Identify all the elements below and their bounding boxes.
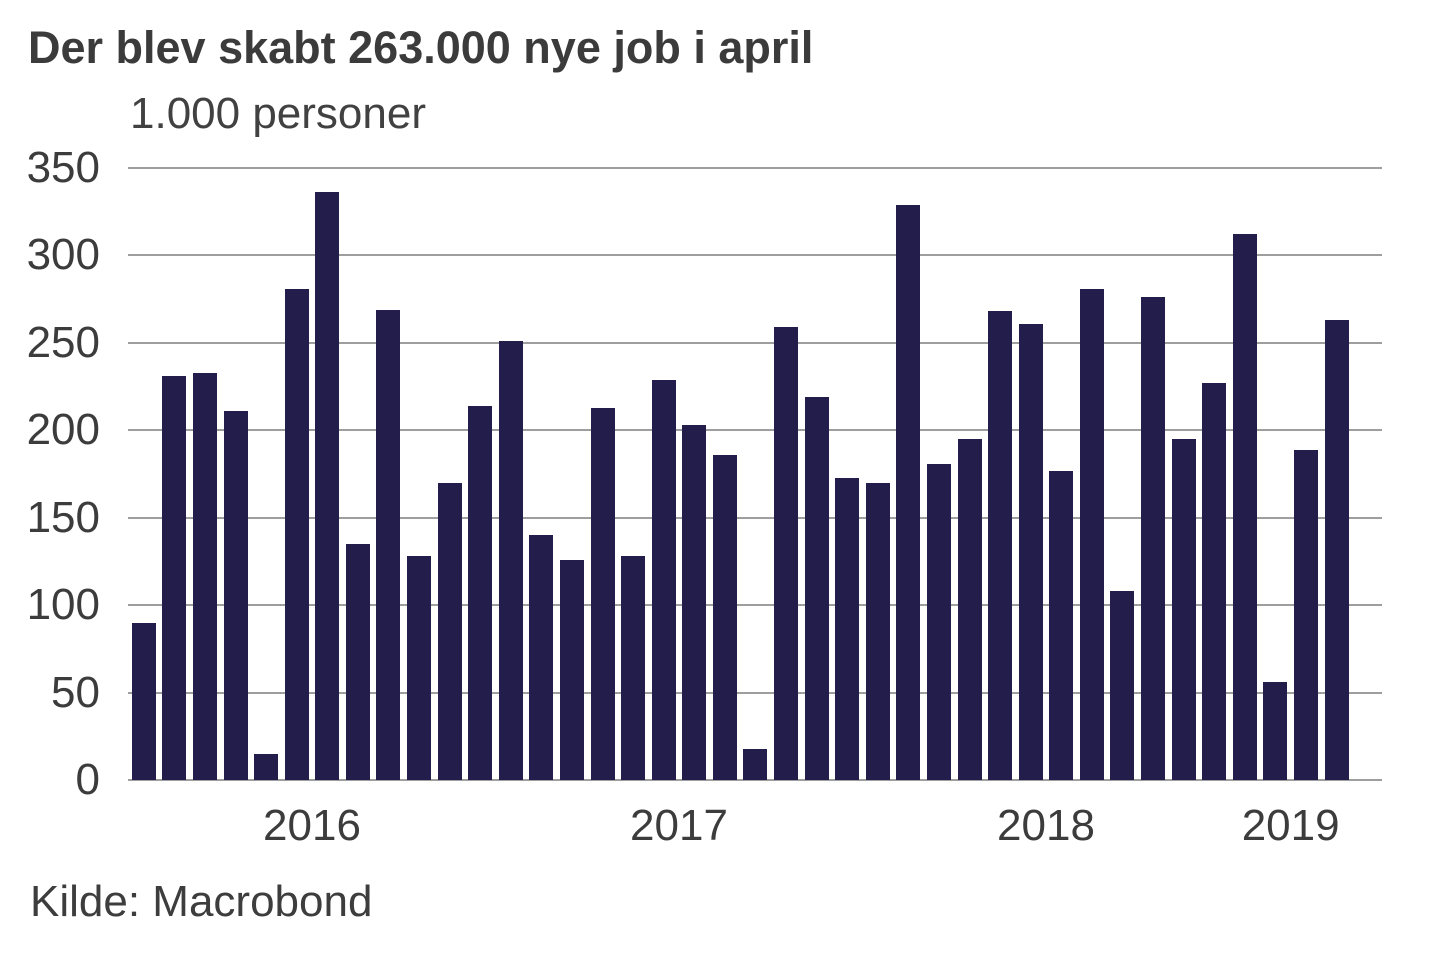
x-tick-label-2017: 2017 [630,801,728,850]
bar-2016-07 [315,192,340,780]
bar-2017-01 [498,341,523,780]
bar-2019-04 [1324,320,1349,780]
plot-area [128,167,1382,781]
bar-2016-09 [376,309,401,780]
bar-2016-03 [192,372,217,780]
bar-2016-12 [468,405,493,780]
bar-2018-04 [957,439,982,780]
bar-2016-05 [254,753,279,780]
x-tick-label-2018: 2018 [997,801,1095,850]
bar-2017-11 [804,397,829,780]
bar-2016-11 [437,482,462,780]
bar-2019-03 [1293,449,1318,780]
gridline-y-250 [128,341,1382,344]
bar-2019-01 [1232,234,1257,780]
bar-2016-06 [284,288,309,780]
bar-2017-03 [559,559,584,780]
bar-2018-05 [988,311,1013,780]
y-axis: 0 50 100 150 200 250 300 350 [0,0,100,960]
bar-2017-02 [529,535,554,780]
bar-2016-04 [223,411,248,780]
gridline-y-0 [128,779,1382,781]
x-axis: 2016 2017 2018 2019 [0,804,1440,854]
x-tick-label-2016: 2016 [263,801,361,850]
bar-2018-09 [1110,591,1135,780]
bar-2016-10 [407,556,432,780]
bar-2016-02 [162,376,187,780]
bar-2017-05 [621,556,646,780]
y-tick-label-150: 150 [26,492,100,542]
chart-subtitle: 1.000 personer [130,89,426,138]
bar-2016-08 [345,543,370,780]
y-tick-label-100: 100 [26,580,100,630]
gridline-y-100 [128,604,1382,607]
y-tick-label-200: 200 [26,405,100,455]
y-tick-label-350: 350 [26,143,100,192]
bar-2018-06 [1018,323,1043,780]
bar-2018-01 [865,482,890,780]
y-tick-label-250: 250 [26,317,100,367]
bar-2018-07 [1049,470,1074,780]
bar-2017-09 [743,748,768,780]
y-tick-label-50: 50 [51,667,100,717]
gridline-y-150 [128,516,1382,519]
bar-2018-02 [896,204,921,780]
bar-2018-12 [1202,383,1227,780]
x-tick-label-2019: 2019 [1241,801,1340,850]
chart-title: Der blev skabt 263.000 nye job i april [28,22,814,73]
y-tick-label-300: 300 [26,230,100,280]
gridline-y-300 [128,254,1382,257]
bar-2018-08 [1079,288,1104,780]
gridline-y-200 [128,429,1382,432]
y-tick-label-0: 0 [75,755,100,804]
bar-2018-03 [926,463,951,780]
bar-2018-11 [1171,439,1196,780]
bar-2019-02 [1263,682,1288,780]
bar-2017-07 [682,425,707,780]
bar-2017-08 [712,454,737,780]
source-note: Kilde: Macrobond [30,877,373,926]
bar-2017-06 [651,379,676,780]
bar-2017-04 [590,407,615,780]
bar-2017-10 [774,327,799,780]
bar-2016-01 [131,622,156,780]
gridline-y-350 [128,167,1382,169]
bar-2018-10 [1141,297,1166,780]
bar-2017-12 [835,477,860,780]
gridline-y-50 [128,691,1382,694]
